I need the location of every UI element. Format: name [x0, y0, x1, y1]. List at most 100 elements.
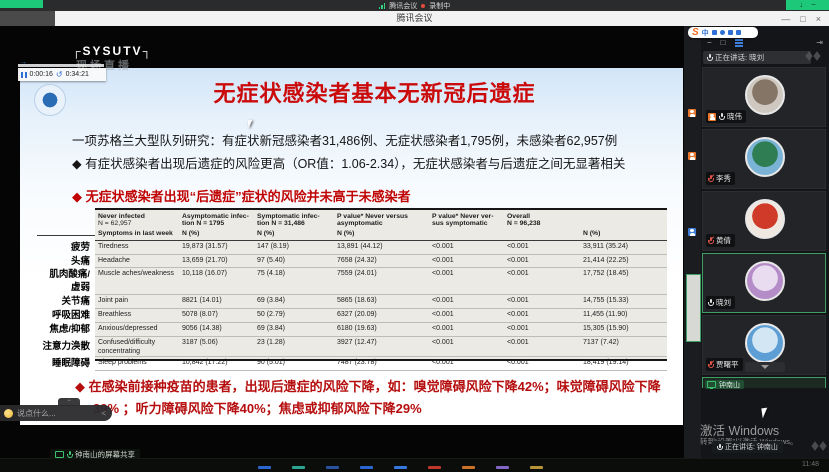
participant-name: 晓刘 [716, 298, 731, 307]
speaking-mic-icon [707, 54, 713, 61]
list-view-icon[interactable] [734, 38, 743, 47]
partial-video-tile [686, 274, 701, 342]
ime-toolbox-icon[interactable] [735, 30, 741, 35]
avatar [745, 261, 785, 301]
table-cell: 14,755 (15.33) [580, 295, 667, 309]
ime-toolbar[interactable]: S 中 [688, 27, 758, 38]
table-cell: <0.001 [504, 255, 580, 269]
table-row: 注意力涣散 Confused/difficulty concentrating 31… [37, 337, 667, 358]
maximize-button[interactable]: □ [800, 13, 806, 24]
recorder-minimize-icon[interactable]: − [811, 0, 816, 9]
taskbar-app-indicator[interactable] [428, 466, 441, 469]
row-label-zh: 头痛 [70, 255, 90, 267]
speaking-indicator-text: 正在讲话: 晓刘 [715, 53, 765, 62]
avatar [745, 323, 785, 363]
table-cell: <0.001 [504, 295, 580, 309]
col-header-never: Never infected N = 62,957 [98, 213, 145, 228]
participant-tile[interactable]: 黄倩 [702, 191, 826, 251]
sharing-participant-name: 钟南山 [719, 381, 740, 389]
table-cell: Confused/difficulty concentrating [95, 337, 179, 358]
taskbar-app-indicator[interactable] [462, 466, 475, 469]
speaking-indicator: 正在讲话: 晓刘 [703, 51, 811, 64]
col-header-overall: Overall N = 96,238 [507, 213, 541, 228]
ime-mic-icon[interactable] [711, 30, 717, 35]
col-header-symptomatic: Symptomatic infec-tion N = 31,486 [257, 213, 320, 228]
minimize-button[interactable]: — [781, 13, 791, 24]
panel-header: − □ ⇥ [701, 36, 829, 49]
table-cell: <0.001 [504, 337, 580, 358]
table-cell: 9056 (14.38) [179, 323, 254, 337]
table-row: 睡眠障碍 Sleep problems 10,842 (17.22) 90 (5.01… [37, 357, 667, 372]
sogou-logo-icon[interactable]: S [692, 26, 699, 38]
skip-icon[interactable]: → [20, 59, 27, 66]
table-cell: 7559 (24.01) [334, 268, 429, 296]
table-cell: 5865 (18.63) [334, 295, 429, 309]
table-body: 疲劳 Tiredness 19,873 (31.57) 147 (8.19) 13,89… [37, 241, 667, 372]
status-recording-label: 录制中 [429, 2, 451, 10]
row-label-zh: 疲劳 [70, 241, 90, 253]
taskbar[interactable] [0, 458, 829, 472]
row-label-zh: 睡眠障碍 [51, 358, 90, 370]
table-cell: Headache [95, 255, 179, 269]
table-cell: 21,414 (22.25) [580, 255, 667, 269]
participant-tile[interactable]: 晓刘 [702, 253, 826, 313]
participant-tile[interactable]: 贾曙平 [702, 315, 826, 375]
table-cell: 15,305 (15.90) [580, 323, 667, 337]
member-badge-icon [688, 109, 696, 117]
speaking-overlay: 正在讲话: 钟南山 [712, 441, 783, 453]
slide-bullet-red: ◆ 无症状感染者出现“后遗症”症状的风险并未高于未感染者 [72, 189, 411, 204]
status-strip [0, 0, 829, 11]
participant-tile[interactable]: 李秀 [702, 129, 826, 189]
windows-activation-watermark: 激活 Windows [700, 424, 780, 438]
table-cell: 6327 (20.09) [334, 309, 429, 323]
table-cell: <0.001 [504, 357, 580, 372]
row-label-zh: 注意力涣散 [42, 341, 90, 353]
participant-name: 李秀 [716, 174, 731, 183]
close-button[interactable]: × [815, 13, 821, 24]
chat-placeholder[interactable]: 说点什么... [17, 408, 56, 418]
overlay-speaking-text: 正在讲话: 钟南山 [725, 444, 778, 451]
taskbar-app-indicator[interactable] [360, 466, 373, 469]
participant-name: 黄倩 [716, 236, 731, 245]
sharing-participant-tile[interactable]: 钟南山 [702, 377, 826, 389]
table-cell: 5078 (8.07) [179, 309, 254, 323]
ime-mode-icon[interactable]: 中 [701, 29, 709, 37]
participant-tiles: 晓伟李秀黄倩晓刘贾曙平 [702, 67, 828, 377]
mic-icon [708, 299, 714, 306]
recorder-mini-bar[interactable]: ↓ − [786, 0, 829, 10]
participant-label: 黄倩 [706, 234, 735, 247]
table-cell: 19,873 (31.57) [179, 241, 254, 255]
chat-input-bubble[interactable]: 说点什么... < [0, 405, 112, 421]
table-cell: 10,842 (17.22) [179, 357, 254, 372]
table-background [95, 208, 667, 361]
taskbar-app-indicator[interactable] [530, 466, 543, 469]
download-icon[interactable]: ↓ [799, 0, 804, 9]
pause-icon[interactable] [21, 71, 27, 78]
table-cell: 147 (8.19) [254, 241, 334, 255]
taskbar-app-indicator[interactable] [258, 466, 271, 469]
table-cell: Joint pain [95, 295, 179, 309]
taskbar-app-indicator[interactable] [292, 466, 305, 469]
emoji-icon[interactable] [4, 408, 13, 418]
panel-popout-button[interactable]: ⇥ [816, 38, 823, 47]
table-cell: 11,455 (11.90) [580, 309, 667, 323]
expand-participants-button[interactable] [745, 362, 785, 372]
taskbar-app-indicator[interactable] [496, 466, 509, 469]
ime-emoji-icon[interactable] [719, 30, 725, 35]
player-seekbar[interactable] [18, 64, 104, 67]
table-cell: 13,659 (21.70) [179, 255, 254, 269]
window-title: 腾讯会议 [396, 13, 433, 23]
table-cell: <0.001 [429, 337, 504, 358]
taskbar-app-indicator[interactable] [326, 466, 339, 469]
chat-collapse-icon[interactable]: < [101, 408, 106, 418]
member-badge-icon [708, 112, 716, 121]
panel-restore-button[interactable]: □ [720, 38, 726, 47]
taskbar-app-indicator[interactable] [394, 466, 407, 469]
replay-icon[interactable]: ↺ [55, 69, 63, 79]
panel-minimize-button[interactable]: − [707, 38, 712, 47]
table-cell: Muscle aches/weakness [95, 268, 179, 296]
chat-collapse-handle[interactable]: − [58, 398, 80, 406]
window-controls: — □ × [781, 11, 821, 26]
participant-tile[interactable]: 晓伟 [702, 67, 826, 127]
ime-keyboard-icon[interactable] [727, 30, 733, 35]
